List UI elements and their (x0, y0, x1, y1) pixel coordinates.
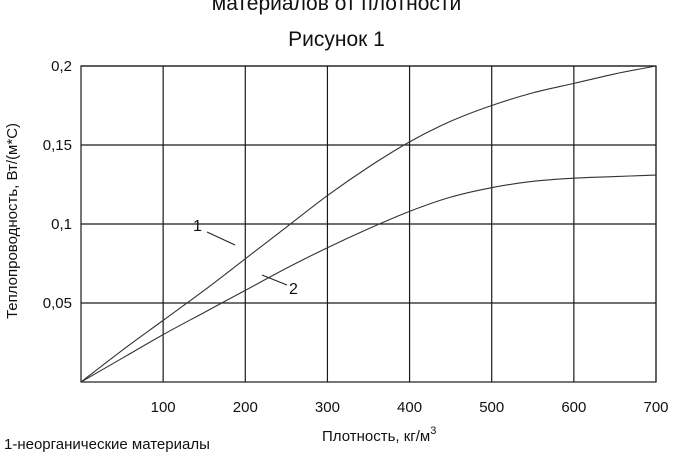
x-tick-label: 700 (643, 399, 668, 416)
series-1-label: 1 (193, 218, 202, 235)
series-2-line (80, 174, 657, 383)
chart-title: материалов от плотности (211, 0, 462, 15)
y-tick-labels: 0,05 0,1 0,15 0,2 (43, 58, 72, 312)
x-tick-labels: 100 200 300 400 500 600 700 (151, 399, 669, 416)
series-1-leader (206, 231, 236, 246)
chart-subtitle: Рисунок 1 (288, 28, 385, 51)
grid (81, 65, 657, 382)
x-tick-label: 500 (479, 399, 504, 416)
x-axis-label-text: Плотность, кг/м (322, 428, 430, 445)
y-tick-label: 0,05 (43, 295, 72, 312)
legend-note: 1-неорганические материалы (4, 436, 210, 453)
x-tick-label: 400 (397, 399, 422, 416)
x-tick-label: 600 (561, 399, 586, 416)
y-tick-label: 0,15 (43, 137, 72, 154)
x-tick-label: 300 (315, 399, 340, 416)
x-axis-label: Плотность, кг/м3 (322, 425, 436, 445)
x-axis-label-superscript: 3 (430, 425, 436, 437)
series-callouts: 1 2 (193, 218, 298, 298)
y-tick-label: 0,2 (51, 58, 72, 75)
x-tick-label: 200 (233, 399, 258, 416)
series-layer (80, 65, 657, 383)
series-2-leader (261, 274, 288, 286)
series-1-line (80, 65, 657, 383)
x-tick-label: 100 (151, 399, 176, 416)
y-axis-label: Теплопроводность, Вт/(м*С) (4, 123, 21, 319)
y-tick-label: 0,1 (51, 216, 72, 233)
plot-frame (80, 65, 657, 383)
series-2-label: 2 (289, 281, 298, 298)
